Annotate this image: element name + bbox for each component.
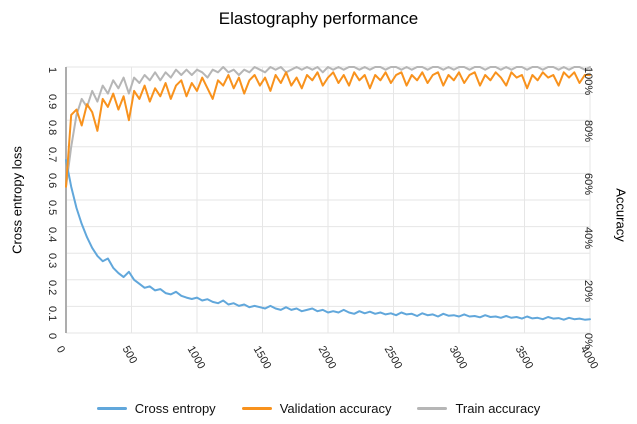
legend-label: Cross entropy [134, 401, 216, 416]
series-line-validation-accuracy [65, 71, 591, 188]
y-right-tick-label: 40% [582, 226, 594, 249]
y-right-tick-label: 80% [582, 120, 594, 143]
series-line-train-accuracy [65, 66, 591, 188]
legend-item-validation-accuracy: Validation accuracy [241, 401, 392, 416]
y-right-tick-label: 20% [582, 279, 594, 302]
y-left-tick-label: 0.9 [46, 93, 58, 109]
y-left-axis-title: Cross entropy loss [9, 146, 25, 254]
y-left-tick-label: 1 [46, 67, 58, 74]
y-right-tick-label: 100% [582, 67, 594, 96]
legend-line-swatch [417, 407, 448, 410]
y-left-tick-label: 0 [46, 333, 58, 340]
y-left-tick-label: 0.5 [46, 200, 58, 216]
legend-line-swatch [96, 407, 127, 410]
y-right-axis-title: Accuracy [613, 188, 629, 242]
legend-item-train-accuracy: Train accuracy [417, 401, 540, 416]
y-left-tick-label: 0.4 [46, 226, 58, 242]
y-left-tick-label: 0.7 [46, 146, 58, 163]
y-left-tick-label: 0.6 [46, 173, 58, 189]
legend-item-cross-entropy: Cross entropy [96, 401, 216, 416]
legend: Cross entropy Validation accuracy Train ac… [0, 401, 637, 416]
y-left-tick-label: 0.3 [46, 253, 58, 269]
series-line-cross-entropy [65, 159, 591, 321]
legend-label: Train accuracy [455, 401, 541, 416]
y-left-tick-label: 0.2 [46, 279, 58, 296]
chart-title: Elastography performance [218, 9, 419, 28]
y-right-tick-label: 60% [582, 173, 594, 196]
y-left-tick-label: 0.1 [46, 306, 58, 322]
y-left-tick-label: 0.8 [46, 120, 58, 136]
legend-label: Validation accuracy [279, 401, 392, 416]
legend-line-swatch [241, 407, 272, 410]
